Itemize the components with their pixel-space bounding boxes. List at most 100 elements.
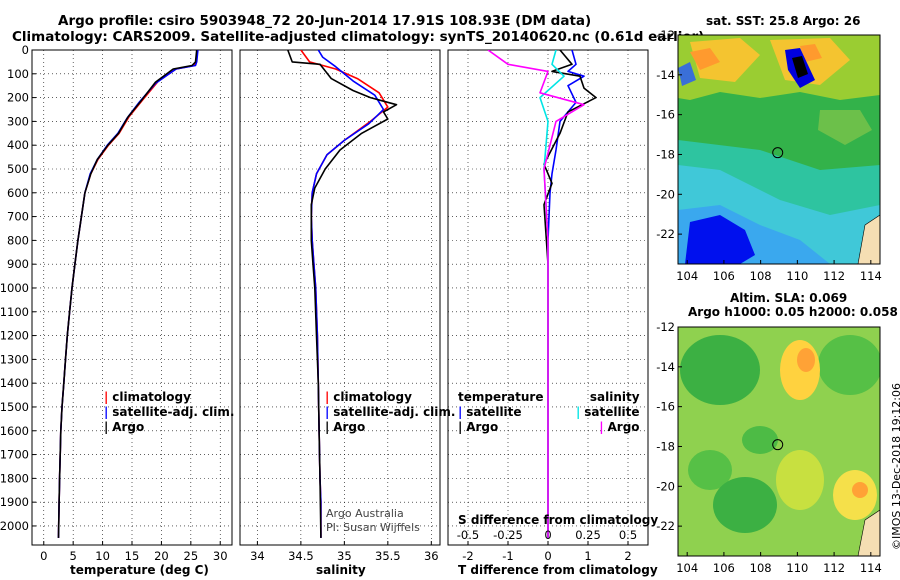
map-y-tick-label: -12 (656, 28, 675, 42)
map-y-tick-label: -16 (656, 400, 675, 414)
map-axes: 104 106 108 110 112 114 -12 -14 -16 -18 -20 -22 104 1… (656, 28, 882, 575)
map-y-tick-label: -18 (656, 147, 675, 161)
depth-tick-label: 1200 (0, 329, 29, 343)
x-tick-label: 0 (40, 549, 47, 563)
sst-map (678, 35, 880, 264)
depth-tick-label: 1700 (0, 448, 29, 462)
depth-tick-label: 1800 (0, 471, 29, 485)
depth-tick-label: 1300 (0, 352, 29, 366)
depth-tick-label: 1400 (0, 376, 29, 390)
difference-x-label: T difference from climatology (458, 563, 658, 577)
map-x-tick-label: 110 (786, 561, 808, 575)
x-tick-label: 1 (584, 549, 591, 563)
s-tick-label: -0.25 (493, 528, 523, 542)
sla-map (678, 327, 880, 556)
legend-mark: | (325, 405, 330, 419)
legend-entry-argo: | Argo (325, 420, 366, 434)
series-line (547, 50, 585, 538)
map-x-tick-label: 104 (676, 561, 698, 575)
depth-tick-label: 700 (7, 210, 29, 224)
series-line (487, 50, 585, 538)
depth-axis: 0 100 200 300 400 500 600 700 800 900 1000 1100 1200… (0, 43, 36, 533)
difference-x-axis: -2 -1 0 1 2 -0.5 -0.25 0 0.25 0.5 (457, 528, 637, 563)
sla-map-frame (677, 326, 881, 557)
legend-mark: | (104, 390, 109, 404)
x-tick-label: 25 (184, 549, 199, 563)
annotation-line: PI: Susan Wijffels (326, 521, 420, 534)
header-line-1: Argo profile: csiro 5903948_72 20-Jun-20… (58, 13, 592, 29)
annotation-line: Argo Australia (326, 507, 404, 520)
map-x-tick-label: 108 (750, 561, 772, 575)
map-y-tick-label: -20 (656, 187, 675, 201)
depth-tick-label: 900 (7, 257, 29, 271)
series-line (57, 50, 199, 538)
map-y-tick-label: -18 (656, 439, 675, 453)
sst-map-title: sat. SST: 25.8 Argo: 26 (706, 14, 861, 28)
map-x-tick-label: 104 (676, 269, 698, 283)
x-tick-label: 35 (337, 549, 352, 563)
difference-lines (487, 50, 597, 538)
series-line (57, 50, 198, 538)
salinity-legend: | climatology | satellite-adj. clim. | A… (325, 390, 455, 435)
x-tick-label: 5 (70, 549, 77, 563)
legend-mark: | (576, 405, 581, 419)
map-x-tick-label: 106 (713, 269, 735, 283)
temperature-grid (32, 49, 232, 545)
depth-tick-label: 1900 (0, 495, 29, 509)
x-tick-label: 36 (424, 549, 439, 563)
s-tick-label: 0.5 (619, 528, 637, 542)
legend-mark: | (325, 390, 330, 404)
legend-heading: temperature (458, 390, 544, 404)
map-y-tick-label: -14 (656, 68, 675, 82)
legend-entry-climatology: | climatology (325, 390, 412, 404)
s-tick-label: 0 (544, 528, 551, 542)
sla-map-title: Altim. SLA: 0.069 (730, 291, 848, 305)
map-x-tick-label: 106 (713, 561, 735, 575)
x-tick-label: 10 (95, 549, 110, 563)
x-tick-label: 35.5 (375, 549, 401, 563)
depth-tick-label: 0 (22, 43, 29, 57)
series-line (57, 50, 199, 538)
temperature-x-axis: 0 5 10 15 20 25 30 (40, 541, 228, 563)
map-y-tick-label: -22 (656, 519, 675, 533)
map-x-tick-label: 110 (786, 269, 808, 283)
legend-entry-argo: | Argo (458, 420, 499, 434)
s-tick-label: -0.5 (457, 528, 479, 542)
depth-tick-label: 1100 (0, 305, 29, 319)
depth-tick-label: 1500 (0, 400, 29, 414)
x-tick-label: 20 (154, 549, 169, 563)
depth-tick-label: 200 (7, 91, 29, 105)
difference-top-label: S difference from climatology (458, 513, 659, 527)
legend-mark: | (104, 420, 109, 434)
imos-credit: ©IMOS 13-Dec-2018 19:12:06 (890, 383, 900, 550)
argo-position-marker-sst (772, 147, 784, 159)
depth-tick-label: 300 (7, 114, 29, 128)
depth-tick-label: 400 (7, 138, 29, 152)
depth-tick-label: 100 (7, 67, 29, 81)
map-y-tick-label: -20 (656, 479, 675, 493)
x-tick-label: 0 (544, 549, 551, 563)
x-tick-label: 2 (624, 549, 631, 563)
map-y-tick-label: -12 (656, 320, 675, 334)
series-line (300, 50, 389, 538)
depth-tick-label: 2000 (0, 519, 29, 533)
x-tick-label: 30 (213, 549, 228, 563)
legend-mark: | (325, 420, 330, 434)
argo-position-marker-sla (772, 439, 784, 451)
legend-entry-satellite: | satellite (458, 405, 522, 419)
sst-map-frame (677, 34, 881, 265)
temperature-legend: | climatology | satellite-adj. clim. | A… (104, 390, 234, 435)
series-line (287, 50, 398, 538)
map-y-tick-label: -16 (656, 108, 675, 122)
salinity-x-axis: 34 34.5 35 35.5 36 (250, 541, 439, 563)
legend-entry-climatology: | climatology (104, 390, 191, 404)
series-line (543, 50, 597, 538)
x-tick-label: 34 (250, 549, 265, 563)
legend-heading: salinity (589, 390, 640, 404)
depth-tick-label: 800 (7, 233, 29, 247)
salinity-x-label: salinity (316, 563, 366, 577)
map-y-tick-label: -22 (656, 227, 675, 241)
legend-entry-satellite: | satellite-adj. clim. (325, 405, 456, 419)
header-line-2: Climatology: CARS2009. Satellite-adjuste… (12, 29, 705, 45)
